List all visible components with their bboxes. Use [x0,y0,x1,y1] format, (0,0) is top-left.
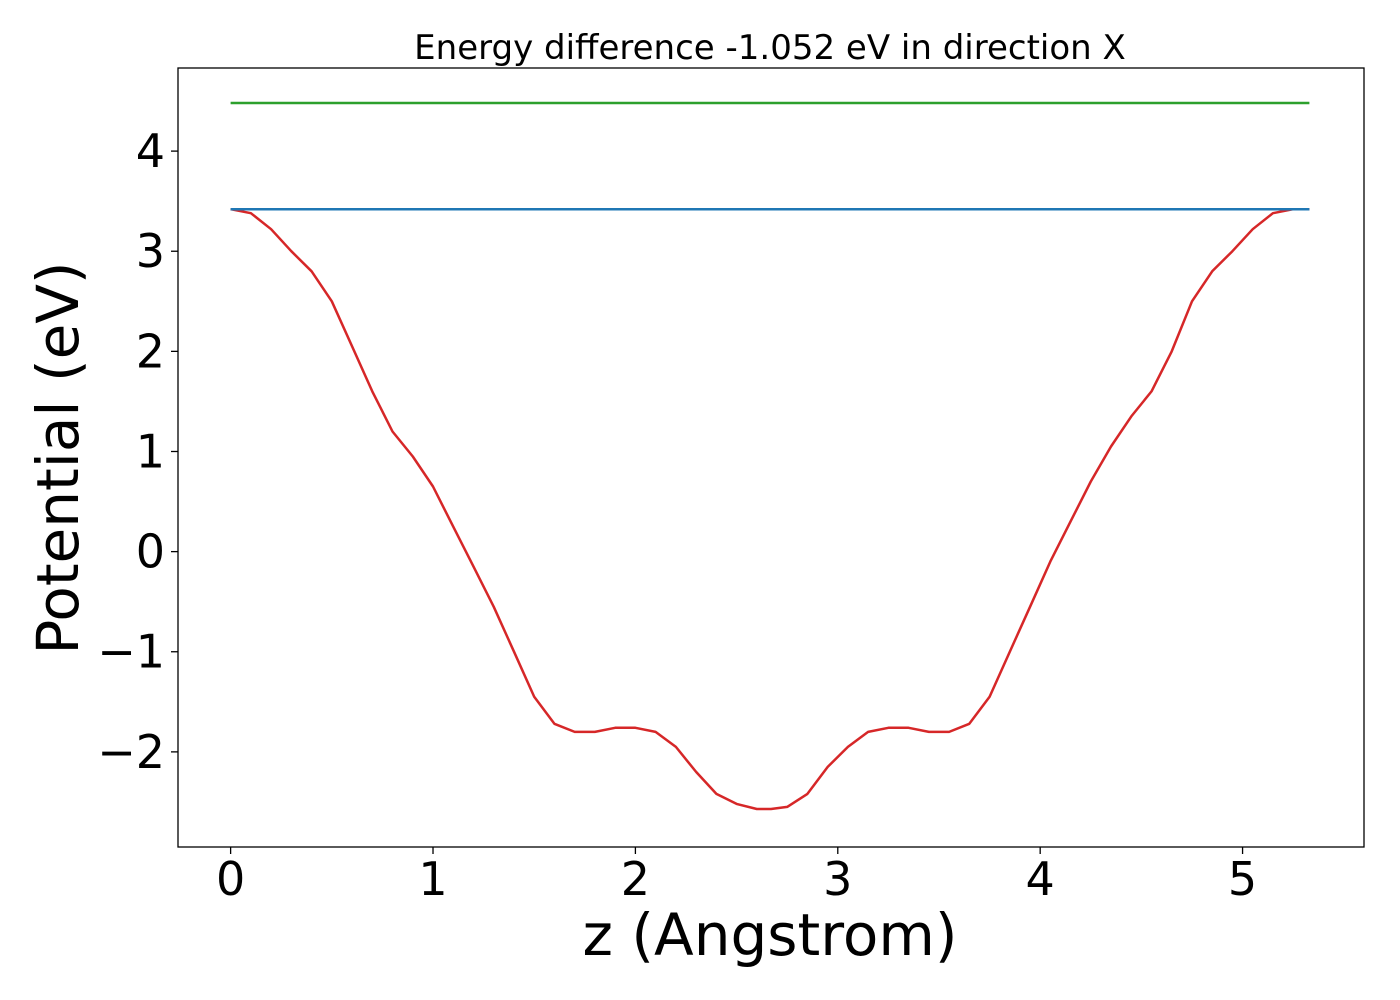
plot-area [230,101,1310,811]
y-tick-label: −1 [97,625,165,679]
y-tick-label: 0 [136,525,165,579]
x-axis-label: z (Angstrom) [583,901,958,969]
y-tick-label: 2 [136,324,165,378]
y-tick-label: −2 [97,725,165,779]
chart-title: Energy difference -1.052 eV in direction… [414,28,1126,68]
x-tick-label: 4 [1026,852,1055,906]
x-tick-label: 5 [1228,852,1257,906]
x-tick-label: 0 [216,852,245,906]
x-tick-label: 3 [823,852,852,906]
y-tick-label: 1 [136,424,165,478]
y-tick-label: 3 [136,224,165,278]
potential-curve [230,207,1310,811]
y-tick-label: 4 [136,124,165,178]
x-tick-label: 1 [418,852,447,906]
x-tick-label: 2 [621,852,650,906]
plot-frame [177,67,1365,848]
axes: 0 1 2 3 4 5 −2 −1 0 1 2 3 4 [97,124,1257,906]
y-axis-label: Potential (eV) [24,261,92,654]
